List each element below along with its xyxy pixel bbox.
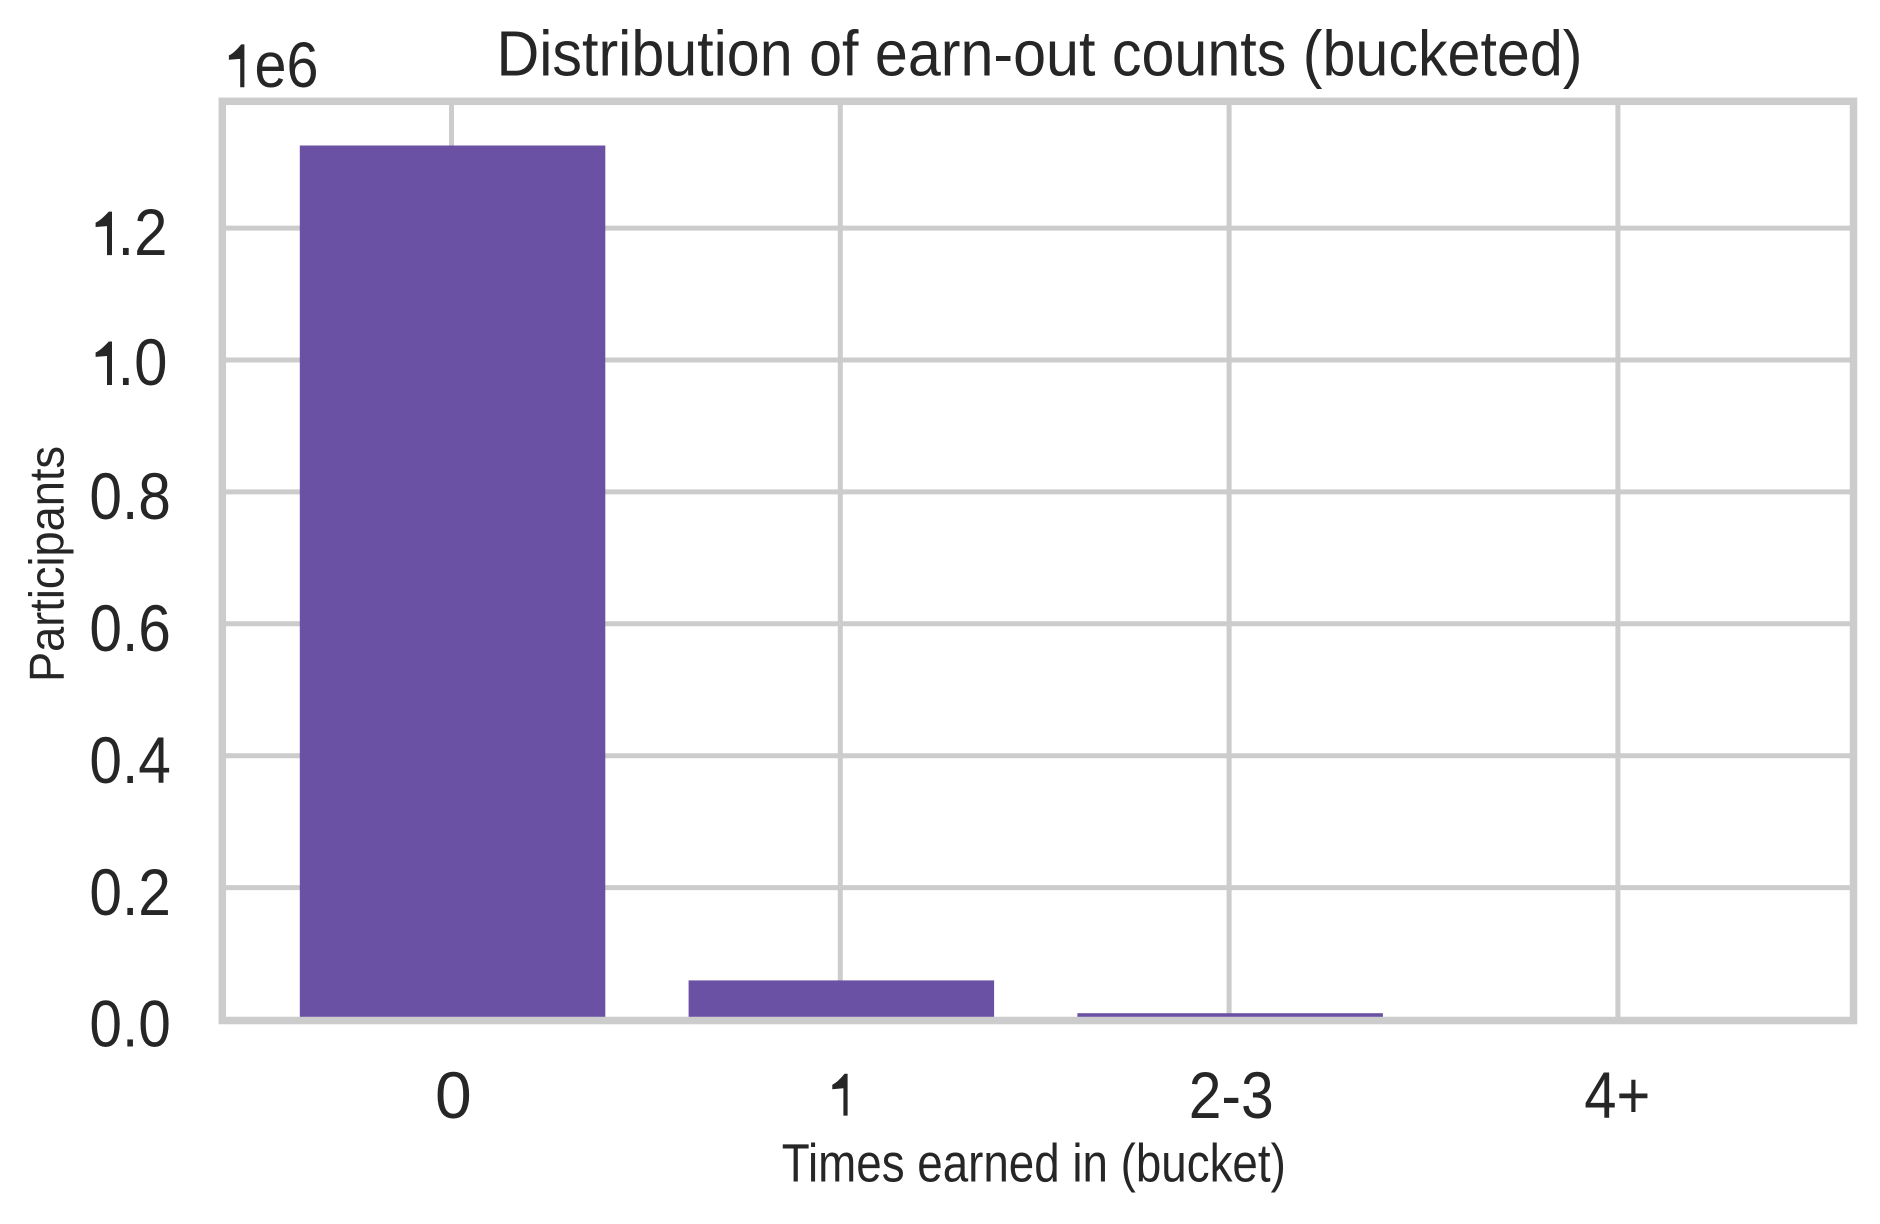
svg-text:Times earned in (bucket): Times earned in (bucket) (782, 1134, 1286, 1194)
svg-text:0.6: 0.6 (89, 591, 171, 665)
svg-text:2-3: 2-3 (1189, 1058, 1274, 1132)
svg-text:.2: .2 (118, 195, 168, 269)
svg-text:0.8: 0.8 (89, 459, 171, 533)
svg-text:e6: e6 (255, 29, 319, 101)
svg-text:Participants: Participants (21, 446, 75, 682)
svg-text:0.2: 0.2 (89, 855, 171, 929)
svg-text:Distribution of earn-out count: Distribution of earn-out counts (buckete… (497, 18, 1583, 90)
svg-text:0.0: 0.0 (89, 987, 171, 1061)
svg-text:0.4: 0.4 (89, 723, 171, 797)
svg-text:.0: .0 (118, 325, 168, 399)
svg-text:4+: 4+ (1584, 1058, 1650, 1132)
svg-text:0: 0 (435, 1058, 472, 1132)
